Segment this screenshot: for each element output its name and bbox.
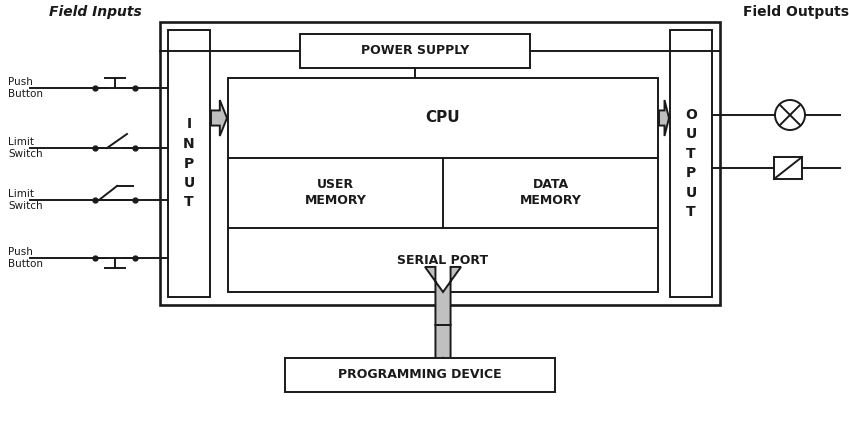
Text: POWER SUPPLY: POWER SUPPLY [361, 45, 469, 58]
Bar [670, 30, 712, 297]
Bar [774, 157, 802, 179]
Text: Field Inputs: Field Inputs [48, 5, 142, 19]
Text: Field Outputs: Field Outputs [743, 5, 849, 19]
Text: DATA
MEMORY: DATA MEMORY [520, 178, 582, 207]
Text: Limit
Switch: Limit Switch [8, 137, 42, 159]
Text: PROGRAMMING DEVICE: PROGRAMMING DEVICE [338, 368, 502, 381]
Bar [168, 30, 210, 297]
Text: CPU: CPU [425, 111, 460, 125]
Bar [285, 358, 555, 392]
Polygon shape [425, 325, 461, 383]
Text: Limit
Switch: Limit Switch [8, 189, 42, 211]
Text: Push
Button: Push Button [8, 247, 43, 269]
Circle shape [775, 100, 805, 130]
Text: SERIAL PORT: SERIAL PORT [397, 253, 488, 267]
Bar [300, 34, 530, 68]
Text: Push
Button: Push Button [8, 77, 43, 99]
Text: O
U
T
P
U
T: O U T P U T [685, 108, 697, 219]
Text: USER
MEMORY: USER MEMORY [305, 178, 367, 207]
Polygon shape [425, 267, 461, 325]
Bar [228, 78, 658, 292]
Bar [160, 22, 720, 305]
Polygon shape [211, 100, 227, 136]
Text: I
N
P
U
T: I N P U T [183, 117, 194, 210]
Polygon shape [659, 100, 669, 136]
